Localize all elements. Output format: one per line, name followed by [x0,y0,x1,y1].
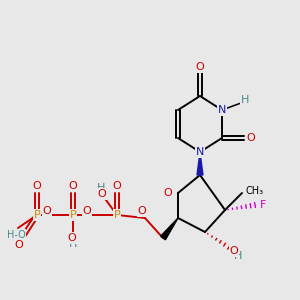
Text: O: O [196,62,204,72]
Text: O: O [138,206,146,216]
Text: O: O [112,181,122,191]
Polygon shape [160,218,178,240]
Text: N: N [218,105,226,115]
Text: O: O [230,246,238,256]
Text: O: O [68,233,76,243]
Text: P: P [70,210,76,220]
Text: O: O [98,189,106,199]
Text: O: O [82,206,91,216]
Text: H: H [97,183,105,193]
Text: O: O [69,181,77,191]
Text: O: O [164,188,172,198]
Text: CH₃: CH₃ [246,186,264,196]
Text: H: H [69,239,77,249]
Polygon shape [197,152,203,175]
Text: P: P [34,210,40,220]
Text: F: F [260,200,266,210]
Text: H: H [241,95,249,105]
Text: N: N [196,147,204,157]
Text: O: O [15,240,23,250]
Text: H: H [234,251,242,261]
Text: O: O [43,206,51,216]
Text: O: O [33,181,41,191]
Text: P: P [114,210,120,220]
Text: H-O: H-O [7,230,26,240]
Text: O: O [247,133,255,143]
